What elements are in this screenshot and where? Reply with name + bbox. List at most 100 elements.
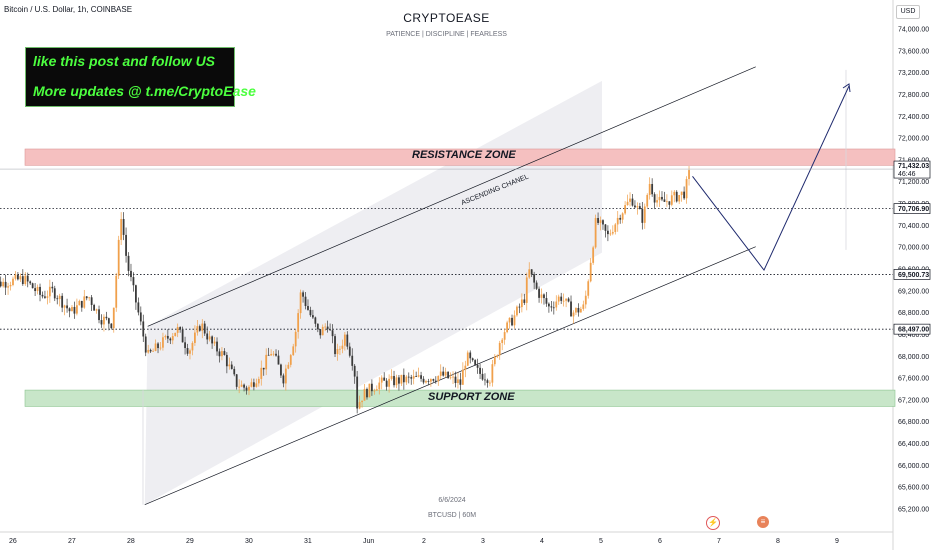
candle-body	[378, 382, 381, 390]
candle-body	[117, 239, 120, 276]
flash-icon[interactable]: ⚡	[706, 516, 720, 530]
candle-body	[277, 355, 280, 365]
candle-body	[412, 376, 415, 379]
price-tick-label: 71,200.00	[898, 179, 929, 186]
candle-body	[206, 333, 209, 340]
candle-body	[58, 295, 61, 300]
candle-body	[339, 348, 341, 350]
resistance-zone-label: RESISTANCE ZONE	[412, 149, 516, 161]
candle-body	[100, 320, 103, 325]
price-tick-label: 69,200.00	[898, 288, 929, 295]
resistance-zone	[24, 148, 896, 166]
projection-path	[692, 85, 850, 272]
candle-body	[670, 195, 673, 205]
candle-body	[282, 375, 285, 384]
price-tick-label: 73,200.00	[898, 70, 929, 77]
candle-body	[159, 347, 162, 349]
candle-body	[110, 323, 113, 329]
candle-body	[656, 200, 658, 203]
candle-body	[71, 306, 73, 312]
candle-body	[420, 375, 422, 379]
candle-body	[602, 220, 604, 225]
candle-body	[48, 286, 51, 297]
candle-body	[363, 388, 366, 401]
candle-body	[616, 217, 619, 225]
candle-body	[93, 304, 96, 311]
candle-body	[555, 301, 558, 308]
candle-body	[402, 374, 405, 383]
candle-body	[599, 220, 602, 223]
candle-body	[112, 307, 115, 329]
candle-body	[471, 358, 474, 361]
candle-body	[466, 352, 469, 366]
candle-body	[149, 349, 152, 352]
candle-body	[469, 352, 472, 359]
candle-body	[410, 377, 413, 379]
candle-body	[643, 206, 646, 223]
candle-body	[491, 364, 494, 383]
candle-body	[417, 375, 420, 377]
candle-body	[375, 389, 378, 391]
candle-body	[604, 224, 607, 231]
candle-body	[228, 364, 231, 367]
symbol-header[interactable]: Bitcoin / U.S. Dollar, 1h, COINBASE	[4, 5, 133, 14]
candle-body	[61, 295, 64, 308]
price-tick-label: 72,800.00	[898, 92, 929, 99]
candle-body	[154, 343, 157, 351]
price-tick-label: 65,600.00	[898, 485, 929, 492]
candle-body	[314, 317, 317, 324]
candle-body	[611, 231, 614, 234]
candle-body	[238, 386, 241, 388]
support-zone-label: SUPPORT ZONE	[428, 391, 515, 403]
candle-body	[321, 326, 324, 336]
projection-arrowhead	[842, 83, 851, 93]
candle-body	[316, 323, 319, 330]
candle-body	[262, 367, 265, 370]
candle-body	[78, 300, 81, 306]
candle-body	[439, 371, 442, 376]
candle-body	[405, 376, 408, 383]
price-tick-label: 70,400.00	[898, 223, 929, 230]
candle-body	[685, 179, 688, 199]
price-tick-label: 72,000.00	[898, 136, 929, 143]
candle-body	[213, 341, 216, 344]
candle-body	[572, 312, 575, 317]
price-tick-label: 68,400.00	[898, 332, 929, 339]
candle-body	[668, 201, 671, 205]
candle-body	[592, 247, 595, 263]
price-tick-label: 67,600.00	[898, 376, 929, 383]
flag-icon[interactable]: ≡	[757, 516, 769, 528]
candle-body	[516, 306, 518, 316]
last-price-label: 71,432.03	[898, 163, 929, 170]
candle-body	[135, 285, 137, 303]
last-price-countdown: 46:46	[898, 171, 916, 178]
time-tick-label: 29	[186, 538, 194, 545]
candle-body	[66, 305, 68, 309]
candle-body	[673, 191, 676, 196]
candle-body	[663, 199, 666, 202]
candle-body	[427, 381, 430, 382]
time-tick-label: 7	[717, 538, 721, 545]
candle-body	[2, 281, 5, 287]
candle-body	[98, 309, 100, 321]
candle-body	[506, 322, 509, 333]
currency-button[interactable]: USD	[896, 5, 920, 19]
candle-body	[607, 230, 609, 235]
candle-body	[194, 332, 196, 343]
candle-body	[176, 327, 179, 333]
candle-body	[132, 277, 135, 286]
candle-body	[449, 377, 452, 379]
candle-body	[533, 274, 536, 283]
candle-body	[567, 298, 570, 302]
candle-body	[579, 308, 582, 313]
candle-body	[447, 371, 450, 379]
price-tick-label: 65,200.00	[898, 507, 929, 514]
candle-body	[162, 337, 164, 348]
candle-body	[415, 376, 418, 377]
candle-body	[88, 297, 91, 299]
candle-body	[683, 191, 686, 199]
candle-body	[513, 315, 516, 326]
candle-body	[53, 288, 56, 299]
candle-body	[454, 376, 457, 384]
